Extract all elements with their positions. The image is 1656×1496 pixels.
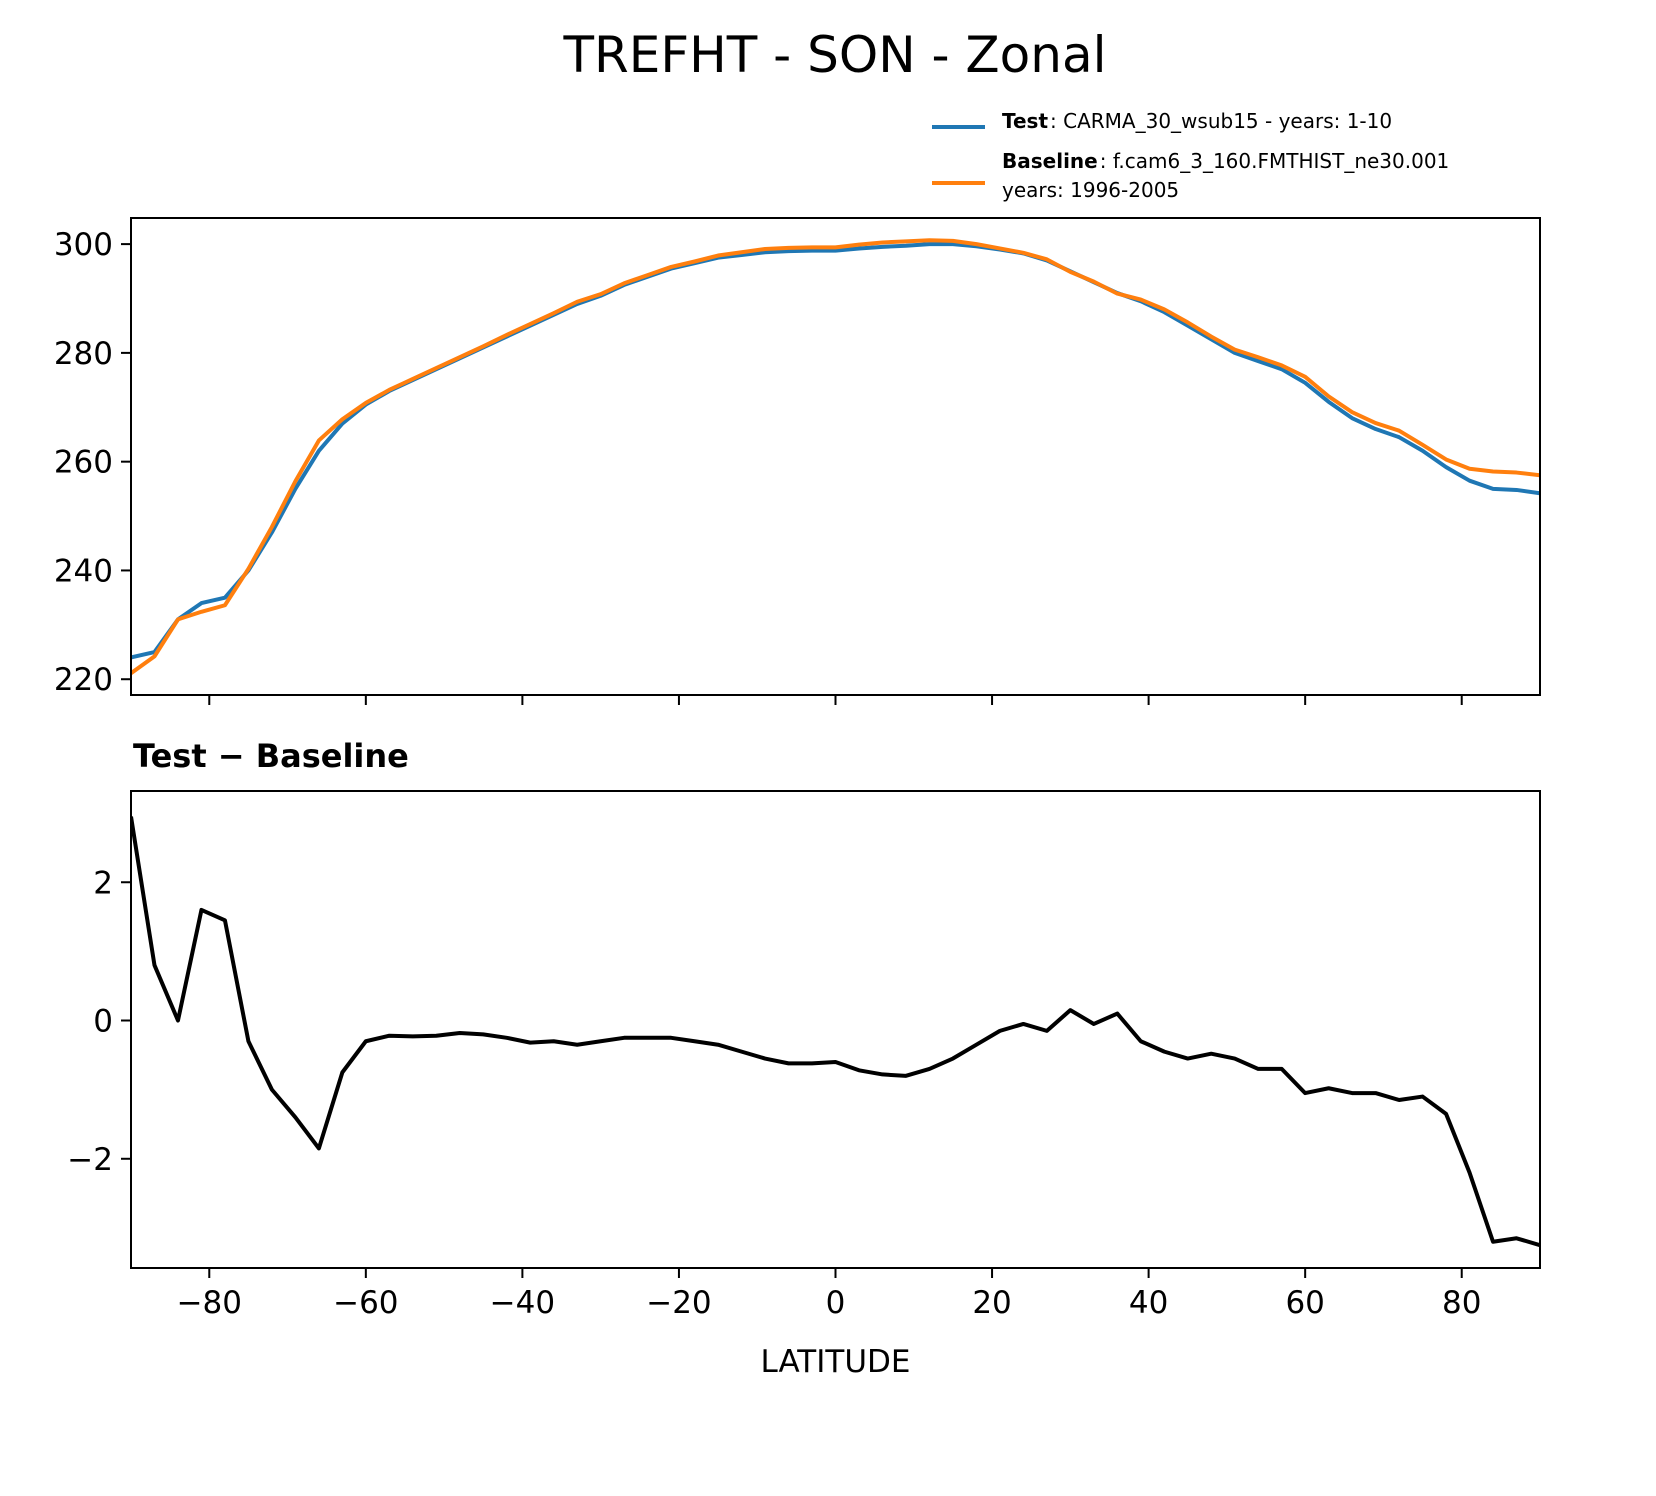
axes-frame [130, 790, 1541, 1269]
x-tick-label: −60 [333, 1285, 398, 1321]
data-line [131, 242, 1540, 660]
legend-text: : CARMA_30_wsub15 - years: 1-10 [1050, 109, 1392, 133]
y-tick-label: 240 [54, 553, 113, 589]
data-line [131, 816, 1540, 1248]
y-tick-label: 0 [93, 1004, 113, 1040]
x-tick-label: −40 [490, 1285, 555, 1321]
subplot-title: Test − Baseline [133, 737, 409, 775]
legend-name: Baseline [1002, 149, 1098, 173]
y-tick-label: 260 [54, 445, 113, 481]
legend-name: Test [1002, 109, 1048, 133]
legend-text: : f.cam6_3_160.FMTHIST_ne30.001 [1100, 149, 1450, 173]
y-tick-label: 300 [54, 227, 113, 263]
axes-frame [130, 217, 1541, 696]
x-tick-label: 0 [826, 1285, 846, 1321]
x-axis-label: LATITUDE [761, 1344, 911, 1380]
legend-text: years: 1996-2005 [1002, 178, 1179, 202]
x-tick-label: 60 [1285, 1285, 1324, 1321]
x-tick-label: 80 [1442, 1285, 1481, 1321]
x-tick-label: 20 [972, 1285, 1011, 1321]
y-tick-label: 220 [54, 662, 113, 698]
x-tick-label: −20 [646, 1285, 711, 1321]
data-line [131, 238, 1540, 675]
x-tick-label: 40 [1129, 1285, 1168, 1321]
y-tick-label: 280 [54, 336, 113, 372]
y-tick-label: −2 [67, 1142, 113, 1178]
x-tick-label: −80 [177, 1285, 242, 1321]
figure-title: TREFHT - SON - Zonal [563, 26, 1107, 84]
y-tick-label: 2 [93, 865, 113, 901]
